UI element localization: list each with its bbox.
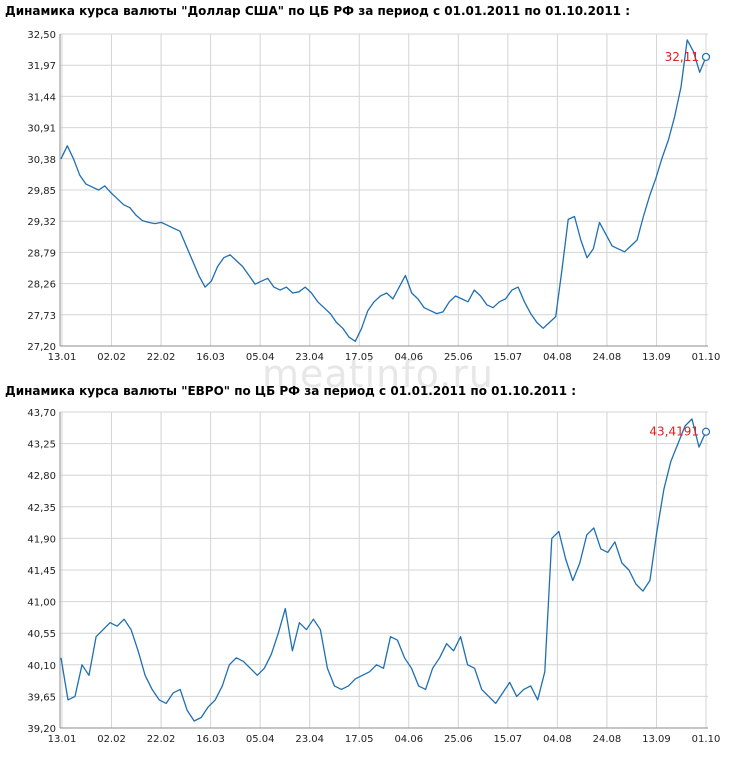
eur-y-tick-label: 41,00: [27, 598, 56, 609]
eur-y-tick-label: 41,90: [27, 534, 56, 545]
eur-series-line: [60, 418, 707, 722]
usd-y-tick-label: 27,73: [27, 311, 56, 322]
eur-x-tick-label: 04.06: [394, 734, 423, 745]
usd-y-tick-label: 28,26: [27, 280, 56, 291]
usd-y-tick-label: 27,20: [27, 342, 56, 353]
eur-end-value-label: 43,4191: [649, 425, 699, 439]
usd-x-tick-label: 13.01: [48, 352, 77, 363]
eur-x-tick-label: 02.02: [97, 734, 126, 745]
eur-y-tick-label: 42,80: [27, 471, 56, 482]
eur-x-tick-label: 04.08: [543, 734, 572, 745]
eur-x-tick-label: 25.06: [444, 734, 473, 745]
eur-y-tick-label: 40,55: [27, 629, 56, 640]
chart-title-usd: Динамика курса валюты "Доллар США" по ЦБ…: [5, 4, 630, 18]
usd-x-tick-label: 02.02: [97, 352, 126, 363]
usd-y-tick-label: 31,97: [27, 61, 56, 72]
usd-x-tick-label: 01.10: [692, 352, 721, 363]
usd-y-tick-label: 31,44: [27, 92, 56, 103]
usd-y-tick-label: 30,91: [27, 124, 56, 135]
eur-x-tick-label: 17.05: [345, 734, 374, 745]
usd-end-value-label: 32,11: [665, 50, 699, 64]
usd-y-tick-label: 29,32: [27, 217, 56, 228]
eur-x-tick-label: 16.03: [196, 734, 225, 745]
usd-x-tick-label: 16.03: [196, 352, 225, 363]
usd-x-tick-label: 15.07: [494, 352, 523, 363]
usd-x-tick-label: 22.02: [147, 352, 176, 363]
usd-rate-chart: 27,20 27,73 28,26 28,79 29,32 29,85 30,38 30,91…: [27, 30, 721, 363]
eur-x-tick-label: 22.02: [147, 734, 176, 745]
usd-y-tick-label: 32,50: [27, 30, 56, 41]
eur-y-tick-label: 43,25: [27, 440, 56, 451]
eur-x-tick-label: 01.10: [692, 734, 721, 745]
watermark: meatinfo.ru: [262, 352, 494, 396]
usd-x-tick-label: 25.06: [444, 352, 473, 363]
usd-end-point: [701, 52, 711, 62]
usd-series-line: [60, 39, 707, 342]
usd-x-tick-label: 13.09: [642, 352, 671, 363]
usd-x-tick-label: 05.04: [246, 352, 275, 363]
usd-y-tick-label: 30,38: [27, 155, 56, 166]
chart-title-eur: Динамика курса валюты "ЕВРО" по ЦБ РФ за…: [5, 384, 577, 398]
eur-x-tick-label: 13.01: [48, 734, 77, 745]
eur-x-tick-label: 05.04: [246, 734, 275, 745]
usd-y-tick-label: 28,79: [27, 248, 56, 259]
eur-end-point: [701, 427, 711, 436]
eur-x-tick-label: 15.07: [494, 734, 523, 745]
usd-x-tick-label: 04.06: [394, 352, 423, 363]
eur-y-tick-label: 42,35: [27, 503, 56, 514]
usd-x-tick-label: 24.08: [593, 352, 622, 363]
usd-x-tick-label: 23.04: [295, 352, 324, 363]
eur-x-tick-label: 23.04: [295, 734, 324, 745]
usd-x-tick-label: 17.05: [345, 352, 374, 363]
eur-x-tick-label: 24.08: [593, 734, 622, 745]
eur-y-tick-label: 39,20: [27, 724, 56, 735]
eur-y-tick-label: 41,45: [27, 566, 56, 577]
eur-y-tick-label: 40,10: [27, 661, 56, 672]
eur-y-tick-label: 43,70: [27, 408, 56, 419]
eur-x-tick-label: 13.09: [642, 734, 671, 745]
usd-x-tick-label: 04.08: [543, 352, 572, 363]
usd-y-tick-label: 29,85: [27, 186, 56, 197]
eur-y-tick-label: 39,65: [27, 692, 56, 703]
eur-rate-chart: 39,20 39,65 40,10 40,55 41,00 41,45 41,90 42,35…: [27, 408, 721, 745]
